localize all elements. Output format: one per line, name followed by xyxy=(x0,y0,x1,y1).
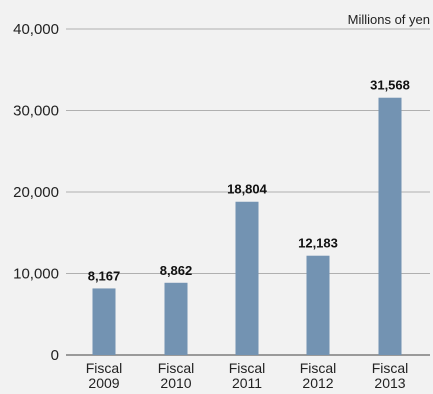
bar xyxy=(164,282,188,355)
bar-value-label: 8,862 xyxy=(160,263,193,278)
x-tick-label-year: 2012 xyxy=(302,375,333,391)
x-tick-label-year: 2010 xyxy=(160,375,191,391)
y-axis-ticks: 0 10,000 20,000 30,000 40,000 xyxy=(13,21,59,364)
x-tick-label: Fiscal xyxy=(158,360,195,376)
y-tick-label: 30,000 xyxy=(13,103,59,120)
x-tick-label: Fiscal xyxy=(300,360,337,376)
x-tick-label: Fiscal xyxy=(229,360,266,376)
bar xyxy=(92,288,116,355)
y-tick-label: 40,000 xyxy=(13,21,59,38)
x-tick-label: Fiscal xyxy=(372,360,409,376)
bar-value-label: 12,183 xyxy=(298,236,338,251)
y-tick-label: 10,000 xyxy=(13,266,59,283)
y-tick-label: 20,000 xyxy=(13,184,59,201)
bar xyxy=(235,201,259,355)
x-tick-label: Fiscal xyxy=(86,360,123,376)
x-axis-labels: Fiscal2009Fiscal2010Fiscal2011Fiscal2012… xyxy=(86,360,409,391)
bar-value-label: 8,167 xyxy=(88,268,121,283)
bar-value-label: 31,568 xyxy=(370,78,410,93)
bar xyxy=(306,255,330,355)
bars xyxy=(92,97,402,356)
x-tick-label-year: 2009 xyxy=(88,375,119,391)
unit-label: Millions of yen xyxy=(348,12,430,27)
y-tick-label: 0 xyxy=(51,347,59,364)
x-tick-label-year: 2013 xyxy=(374,375,405,391)
bar xyxy=(378,97,402,356)
x-tick-label-year: 2011 xyxy=(232,375,262,391)
bar-value-label: 18,804 xyxy=(227,182,268,197)
value-labels: 8,167 8,862 18,804 12,183 31,568 xyxy=(88,78,410,284)
